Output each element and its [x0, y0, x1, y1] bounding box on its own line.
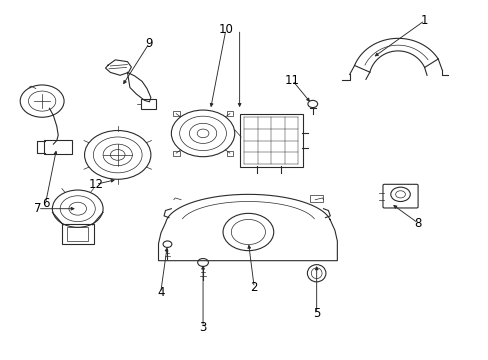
Text: 6: 6: [41, 197, 49, 210]
Text: 3: 3: [199, 320, 206, 333]
Text: 7: 7: [34, 202, 41, 215]
Text: 1: 1: [420, 14, 428, 27]
Text: 5: 5: [312, 307, 320, 320]
Text: 12: 12: [88, 178, 103, 191]
Text: 2: 2: [250, 281, 258, 294]
Text: 8: 8: [413, 216, 421, 230]
Text: 11: 11: [284, 74, 299, 87]
Text: 9: 9: [145, 36, 153, 50]
Text: 4: 4: [157, 287, 164, 300]
Text: 10: 10: [218, 23, 233, 36]
